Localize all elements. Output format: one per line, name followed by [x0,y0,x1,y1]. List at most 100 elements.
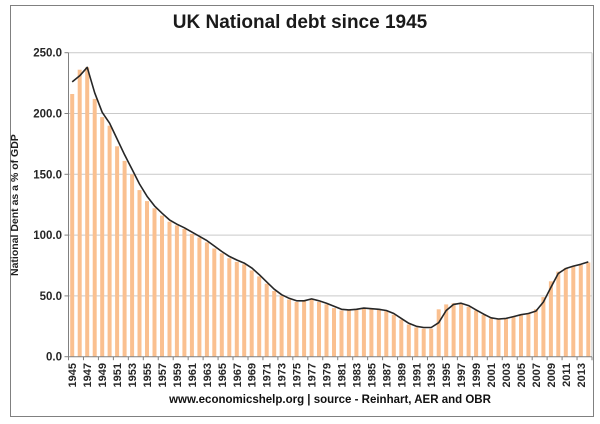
debt-bar [152,208,157,357]
debt-bar [234,261,239,357]
debt-bar [444,304,449,357]
x-tick-label: 1993 [426,363,438,387]
debt-bar [578,264,583,357]
debt-bar [399,319,404,357]
debt-bar [459,303,464,357]
debt-bar [384,311,389,357]
debt-bar [586,262,591,357]
debt-bar [272,291,277,357]
debt-bar [406,324,411,357]
debt-bar [466,306,471,357]
debt-bar [346,310,351,357]
debt-bar [474,310,479,357]
debt-bar [526,313,531,357]
x-tick-label: 1949 [97,363,109,387]
debt-bar [130,174,135,357]
debt-bar [414,327,419,357]
y-tick-label: 250.0 [33,48,62,60]
x-tick-label: 1955 [142,363,154,387]
x-tick-label: 1965 [217,363,229,387]
debt-bar [317,302,321,357]
x-tick-label: 1953 [127,363,139,387]
x-tick-label: 1989 [396,363,408,387]
debt-bar [548,281,553,357]
x-tick-label: 1991 [411,363,423,387]
debt-bar [533,309,538,357]
debt-bar [354,309,359,357]
debt-bar [279,295,284,357]
x-tick-label: 2003 [501,363,513,387]
x-tick-label: 1967 [232,363,244,387]
x-tick-labels: 1945 1947 1949 1951 1953 1955 1957 1959 1961 1963… [67,363,588,387]
debt-bar [77,69,82,357]
y-tick-label: 50.0 [40,291,62,303]
x-tick-label: 1987 [381,363,393,387]
x-tick-label: 1985 [366,363,378,387]
debt-bar [451,303,456,357]
debt-bar [504,318,508,357]
chart-title: UK National debt since 1945 [172,12,428,33]
debt-bar [160,215,164,357]
debt-bar [70,94,75,357]
debt-bar [100,117,105,357]
debt-bar [511,316,516,357]
debt-bar [107,125,112,357]
bars-series [70,67,591,357]
debt-bar [369,308,374,357]
x-tick-label: 1951 [112,363,124,387]
x-tick-label: 1983 [351,363,363,387]
debt-bar [361,308,366,357]
debt-bar [242,264,247,357]
x-tick-label: 2011 [561,363,573,387]
debt-bar [182,229,187,357]
x-tick-label: 1947 [82,363,94,387]
x-tick-label: 1957 [157,363,169,387]
debt-bar [197,237,202,357]
debt-bar [324,304,329,357]
debt-bar [137,190,142,357]
trend-line [71,66,589,329]
x-tick-label: 1977 [307,363,319,387]
debt-bar [294,302,299,357]
x-tick-label: 1973 [277,363,289,387]
x-tick-label: 2001 [486,363,498,387]
debt-bar [167,221,172,357]
debt-bar [309,299,314,357]
x-tick-label: 2009 [546,363,558,387]
debt-bar [339,310,344,357]
y-tick-label: 150.0 [33,169,62,181]
x-tick-label: 1971 [262,363,274,387]
debt-bar [212,248,217,357]
debt-bar [563,267,568,357]
x-tick-label: 1975 [292,363,304,387]
debt-bar [421,328,426,357]
x-tick-label: 1945 [67,363,79,387]
x-tick-label: 1959 [172,363,184,387]
debt-bar [189,233,194,357]
x-tick-label: 1963 [202,363,214,387]
debt-bar [429,328,434,357]
x-tick-label: 1997 [456,363,468,387]
debt-bar [174,225,179,357]
debt-bar [227,258,232,357]
axes [64,52,593,361]
source-attribution: www.economicshelp.org | source - Reinhar… [169,394,491,406]
debt-bar [481,314,486,357]
debt-bar [519,315,523,357]
debt-bar [145,201,149,357]
debt-bar [257,276,262,357]
debt-bar [436,309,441,357]
x-tick-label: 1961 [187,363,199,387]
debt-bar [287,299,292,357]
debt-bar [376,309,381,357]
debt-bar [556,271,561,357]
x-tick-label: 2007 [531,363,543,387]
debt-bar [249,270,254,357]
debt-bar [92,98,97,357]
debt-bar [264,283,269,357]
x-tick-label: 1969 [247,363,259,387]
y-tick-label: 0.0 [46,352,62,364]
debt-bar [302,300,307,357]
